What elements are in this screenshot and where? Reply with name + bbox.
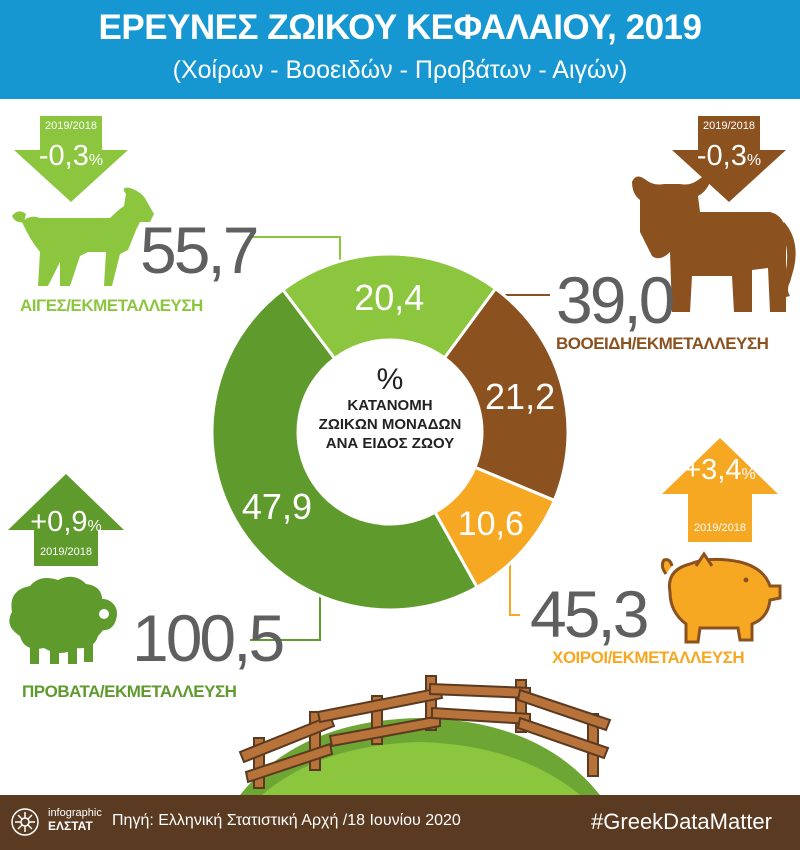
- cattle-period: 2019/2018: [703, 120, 755, 132]
- sheep-period: 2019/2018: [40, 546, 92, 558]
- connector-sheep: [250, 580, 321, 641]
- sheep-label: ΠΡΟΒΑΤΑ/ΕΚΜΕΤΑΛΛΕΥΣΗ: [22, 682, 237, 701]
- fence-illustration: [238, 675, 612, 795]
- footer-source: Πηγή: Ελληνική Στατιστική Αρχή /18 Ιουνί…: [112, 812, 461, 829]
- goat-icon: [12, 187, 154, 286]
- footer-hashtag: #GreekDataMatter: [591, 809, 772, 834]
- arrow-pigs: [662, 438, 778, 542]
- pigs-period: 2019/2018: [694, 522, 746, 534]
- page-title: ΕΡΕΥΝΕΣ ΖΩΙΚΟΥ ΚΕΦΑΛΑΙΟΥ, 2019: [98, 8, 702, 47]
- pigs-change: +3,4%: [666, 454, 774, 487]
- goats-change-unit: %: [88, 152, 104, 169]
- slice-label-pigs: 10,6: [458, 505, 524, 543]
- sheep-change-value: +0,9: [30, 506, 88, 538]
- cattle-change-unit: %: [746, 152, 762, 169]
- arrow-goats: [14, 116, 128, 202]
- pigs-label: ΧΟΙΡΟΙ/ΕΚΜΕΤΑΛΛΕΥΣΗ: [552, 648, 745, 667]
- sheep-change-unit: %: [87, 518, 102, 535]
- slice-label-sheep: 47,9: [242, 486, 312, 527]
- pig-eye: [743, 577, 749, 583]
- goats-label: ΑΙΓΕΣ/ΕΚΜΕΤΑΛΛΕΥΣΗ: [20, 296, 203, 315]
- arrow-cattle: [672, 116, 786, 202]
- donut-center-text: % ΚΑΤΑΝΟΜΗ ΖΩΙΚΩΝ ΜΟΝΑΔΩΝ ΑΝΑ ΕΙΔΟΣ ΖΩΟΥ: [290, 364, 490, 453]
- pig-icon: [660, 551, 782, 644]
- page-subtitle: (Χοίρων - Βοοειδών - Προβάτων - Αιγών): [172, 56, 628, 84]
- slice-label-goats: 20,4: [354, 277, 424, 318]
- sheep-icon: [9, 576, 117, 664]
- footer-bar: infographic ΕΛΣΤΑΤ Πηγή: Ελληνική Στατισ…: [0, 795, 800, 850]
- slice-sheep: [210, 287, 480, 612]
- center-symbol: %: [376, 363, 404, 396]
- goats-per-holding: 55,7: [140, 213, 259, 287]
- pigs-change-unit: %: [741, 466, 756, 483]
- cattle-change: -0,3%: [676, 140, 782, 173]
- goats-period: 2019/2018: [45, 120, 97, 132]
- sheep-per-holding: 100,5: [132, 601, 285, 675]
- center-line3: ΑΝΑ ΕΙΔΟΣ ΖΩΟΥ: [325, 435, 455, 452]
- slice-goats: [280, 252, 498, 361]
- slice-cattle: [442, 286, 570, 503]
- center-line1: ΚΑΤΑΝΟΜΗ: [347, 397, 433, 414]
- cow-icon: [632, 176, 796, 312]
- header-banner: ΕΡΕΥΝΕΣ ΖΩΙΚΟΥ ΚΕΦΑΛΑΙΟΥ, 2019 (Χοίρων -…: [0, 0, 800, 99]
- goats-change-value: -0,3: [38, 140, 89, 172]
- sheep-change: +0,9%: [12, 506, 120, 539]
- logo-line1: infographic: [48, 807, 102, 819]
- logo-line2: ΕΛΣΤΑΤ: [48, 819, 93, 833]
- pigs-per-holding: 45,3: [530, 577, 649, 651]
- pigs-change-value: +3,4: [684, 454, 742, 486]
- slice-label-cattle: 21,2: [485, 376, 555, 417]
- center-line2: ΖΩΙΚΩΝ ΜΟΝΑΔΩΝ: [318, 416, 462, 433]
- elstat-logo-icon: [11, 808, 39, 836]
- donut-chart: 20,4 21,2 10,6 47,9: [210, 252, 570, 612]
- footer-logo-text: infographic ΕΛΣΤΑΤ: [48, 807, 102, 833]
- connector-pigs: [509, 545, 520, 616]
- goats-change: -0,3%: [18, 140, 124, 173]
- arrow-sheep: [8, 474, 124, 566]
- cattle-label: ΒΟΟΕΙΔΗ/ΕΚΜΕΤΑΛΛΕΥΣΗ: [556, 334, 769, 353]
- cattle-change-value: -0,3: [696, 140, 747, 172]
- cattle-per-holding: 39,0: [556, 263, 675, 337]
